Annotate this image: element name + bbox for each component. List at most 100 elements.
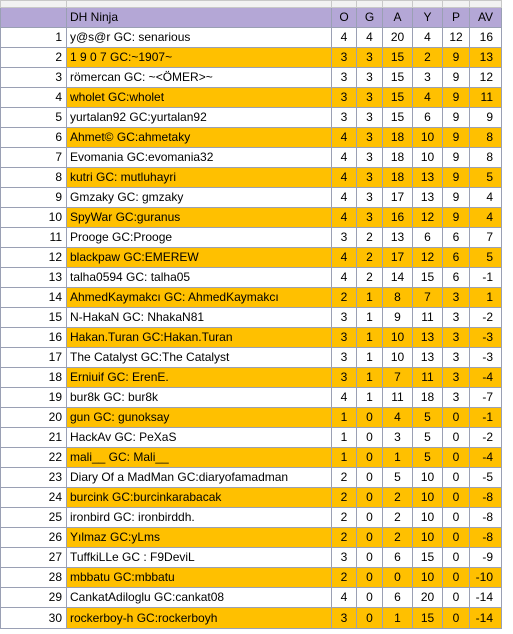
rank-cell[interactable]: 13 bbox=[0, 267, 67, 288]
stat-cell-av[interactable]: 4 bbox=[469, 207, 502, 228]
rank-cell[interactable]: 3 bbox=[0, 67, 67, 88]
stat-cell-o[interactable]: 1 bbox=[331, 427, 357, 448]
stat-cell-y[interactable]: 5 bbox=[412, 447, 443, 468]
stat-cell-av[interactable]: 9 bbox=[469, 107, 502, 128]
stat-cell-a[interactable]: 1 bbox=[382, 607, 413, 629]
player-name-cell[interactable]: Evomania GC:evomania32 bbox=[66, 147, 332, 168]
stat-cell-g[interactable]: 3 bbox=[356, 147, 383, 168]
stat-cell-y[interactable]: 5 bbox=[412, 407, 443, 428]
player-name-cell[interactable]: mbbatu GC:mbbatu bbox=[66, 567, 332, 588]
stat-cell-p[interactable]: 0 bbox=[442, 547, 470, 568]
stat-cell-p[interactable]: 9 bbox=[442, 207, 470, 228]
player-name-cell[interactable]: talha0594 GC: talha05 bbox=[66, 267, 332, 288]
stat-cell-a[interactable]: 15 bbox=[382, 67, 413, 88]
stat-cell-p[interactable]: 9 bbox=[442, 67, 470, 88]
stat-cell-o[interactable]: 2 bbox=[331, 467, 357, 488]
stat-cell-av[interactable]: -9 bbox=[469, 547, 502, 568]
stat-cell-a[interactable]: 15 bbox=[382, 107, 413, 128]
stat-cell-o[interactable]: 3 bbox=[331, 307, 357, 328]
stat-cell-av[interactable]: -3 bbox=[469, 327, 502, 348]
stat-cell-av[interactable]: 12 bbox=[469, 67, 502, 88]
stat-cell-g[interactable]: 0 bbox=[356, 607, 383, 629]
stat-cell-av[interactable]: 5 bbox=[469, 247, 502, 268]
header-rank-cell[interactable] bbox=[0, 7, 67, 28]
rank-cell[interactable]: 6 bbox=[0, 127, 67, 148]
stat-cell-av[interactable]: -14 bbox=[469, 607, 502, 629]
stat-cell-a[interactable]: 10 bbox=[382, 347, 413, 368]
stat-cell-g[interactable]: 3 bbox=[356, 47, 383, 68]
stat-cell-y[interactable]: 20 bbox=[412, 587, 443, 608]
stat-cell-g[interactable]: 3 bbox=[356, 127, 383, 148]
stat-cell-a[interactable]: 18 bbox=[382, 147, 413, 168]
stat-cell-p[interactable]: 0 bbox=[442, 467, 470, 488]
stat-cell-y[interactable]: 10 bbox=[412, 567, 443, 588]
stat-cell-p[interactable]: 3 bbox=[442, 367, 470, 388]
header-cell-y[interactable]: Y bbox=[412, 7, 443, 28]
stat-cell-g[interactable]: 1 bbox=[356, 327, 383, 348]
stat-cell-o[interactable]: 3 bbox=[331, 547, 357, 568]
stat-cell-y[interactable]: 4 bbox=[412, 87, 443, 108]
player-name-cell[interactable]: wholet GC:wholet bbox=[66, 87, 332, 108]
rank-cell[interactable]: 16 bbox=[0, 327, 67, 348]
player-name-cell[interactable]: Hakan.Turan GC:Hakan.Turan bbox=[66, 327, 332, 348]
rank-cell[interactable]: 26 bbox=[0, 527, 67, 548]
player-name-cell[interactable]: y@s@r GC: senarious bbox=[66, 27, 332, 48]
rank-cell[interactable]: 11 bbox=[0, 227, 67, 248]
stat-cell-a[interactable]: 3 bbox=[382, 427, 413, 448]
rank-cell[interactable]: 1 bbox=[0, 27, 67, 48]
stat-cell-a[interactable]: 2 bbox=[382, 487, 413, 508]
stat-cell-y[interactable]: 10 bbox=[412, 147, 443, 168]
stat-cell-p[interactable]: 12 bbox=[442, 27, 470, 48]
stat-cell-p[interactable]: 6 bbox=[442, 267, 470, 288]
stat-cell-av[interactable]: -7 bbox=[469, 387, 502, 408]
stat-cell-y[interactable]: 6 bbox=[412, 107, 443, 128]
rank-cell[interactable]: 23 bbox=[0, 467, 67, 488]
stat-cell-av[interactable]: -1 bbox=[469, 407, 502, 428]
stat-cell-g[interactable]: 0 bbox=[356, 547, 383, 568]
stat-cell-a[interactable]: 18 bbox=[382, 127, 413, 148]
stat-cell-o[interactable]: 2 bbox=[331, 487, 357, 508]
stat-cell-a[interactable]: 16 bbox=[382, 207, 413, 228]
stat-cell-y[interactable]: 7 bbox=[412, 287, 443, 308]
stat-cell-o[interactable]: 4 bbox=[331, 267, 357, 288]
stat-cell-o[interactable]: 4 bbox=[331, 167, 357, 188]
rank-cell[interactable]: 15 bbox=[0, 307, 67, 328]
stat-cell-p[interactable]: 0 bbox=[442, 607, 470, 629]
stat-cell-o[interactable]: 3 bbox=[331, 347, 357, 368]
stat-cell-g[interactable]: 0 bbox=[356, 527, 383, 548]
stat-cell-o[interactable]: 4 bbox=[331, 147, 357, 168]
rank-cell[interactable]: 4 bbox=[0, 87, 67, 108]
stat-cell-av[interactable]: -4 bbox=[469, 447, 502, 468]
stat-cell-a[interactable]: 17 bbox=[382, 187, 413, 208]
player-name-cell[interactable]: AhmedKaymakcı GC: AhmedKaymakcı bbox=[66, 287, 332, 308]
stat-cell-y[interactable]: 12 bbox=[412, 247, 443, 268]
stat-cell-av[interactable]: 13 bbox=[469, 47, 502, 68]
rank-cell[interactable]: 20 bbox=[0, 407, 67, 428]
stat-cell-o[interactable]: 3 bbox=[331, 87, 357, 108]
stat-cell-p[interactable]: 9 bbox=[442, 127, 470, 148]
stat-cell-o[interactable]: 3 bbox=[331, 107, 357, 128]
header-cell-a[interactable]: A bbox=[382, 7, 413, 28]
stat-cell-a[interactable]: 9 bbox=[382, 307, 413, 328]
stat-cell-p[interactable]: 0 bbox=[442, 487, 470, 508]
stat-cell-y[interactable]: 5 bbox=[412, 427, 443, 448]
stat-cell-av[interactable]: 16 bbox=[469, 27, 502, 48]
rank-cell[interactable]: 24 bbox=[0, 487, 67, 508]
stat-cell-o[interactable]: 1 bbox=[331, 407, 357, 428]
stat-cell-y[interactable]: 15 bbox=[412, 607, 443, 629]
stat-cell-a[interactable]: 6 bbox=[382, 587, 413, 608]
stat-cell-o[interactable]: 4 bbox=[331, 127, 357, 148]
stat-cell-g[interactable]: 0 bbox=[356, 587, 383, 608]
stat-cell-av[interactable]: -1 bbox=[469, 267, 502, 288]
stat-cell-o[interactable]: 4 bbox=[331, 387, 357, 408]
stat-cell-y[interactable]: 3 bbox=[412, 67, 443, 88]
stat-cell-y[interactable]: 13 bbox=[412, 167, 443, 188]
stat-cell-p[interactable]: 3 bbox=[442, 387, 470, 408]
stat-cell-av[interactable]: -8 bbox=[469, 487, 502, 508]
stat-cell-p[interactable]: 9 bbox=[442, 187, 470, 208]
stat-cell-o[interactable]: 4 bbox=[331, 27, 357, 48]
rank-cell[interactable]: 8 bbox=[0, 167, 67, 188]
stat-cell-p[interactable]: 3 bbox=[442, 287, 470, 308]
stat-cell-p[interactable]: 9 bbox=[442, 47, 470, 68]
stat-cell-g[interactable]: 1 bbox=[356, 287, 383, 308]
